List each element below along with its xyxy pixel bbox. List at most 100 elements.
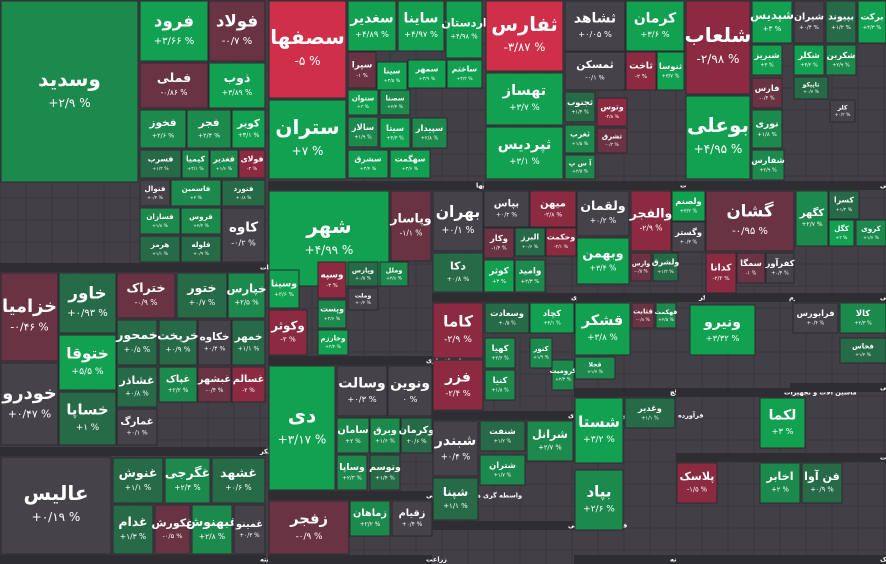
tile-name: کروی xyxy=(861,224,882,233)
tile xyxy=(855,219,886,247)
tile-name: وغدیر xyxy=(637,403,662,414)
tile-change: +۱/۲ % xyxy=(152,166,169,172)
tile-change: -۲/۸ % xyxy=(544,212,563,219)
tile-change: +۲/۲ % xyxy=(360,522,381,528)
tile xyxy=(828,219,855,247)
sector-label-bar xyxy=(676,555,886,564)
tile xyxy=(596,127,628,154)
tile-change: +۰/۵ % xyxy=(124,345,150,354)
tile-change: +۳/۷ % xyxy=(662,74,680,80)
tile-name: سمهر xyxy=(415,65,439,74)
tile xyxy=(564,0,626,52)
tile-change: +۰/۲ % xyxy=(496,212,517,219)
tile-name: وتوس xyxy=(600,103,624,112)
tile-name: شنفت xyxy=(489,426,515,436)
tile xyxy=(795,190,829,247)
tile-name: ثجنوب xyxy=(567,97,593,108)
tile xyxy=(139,109,187,149)
tile xyxy=(154,504,191,555)
tile xyxy=(545,227,577,257)
tile-change: +۲/۶ % xyxy=(324,316,341,322)
tile-name: سصفها xyxy=(270,25,344,49)
tile-change: +۳/۹ % xyxy=(419,76,436,82)
tile-change: +۲/۳ % xyxy=(854,321,872,327)
tile-change: +۳/۱ % xyxy=(543,321,561,327)
tile xyxy=(564,51,626,91)
sector: مخابرات لکما +۳ % xyxy=(676,397,886,462)
tile-change: +۴/۹۸ % xyxy=(450,32,478,40)
tile-name: خمحور xyxy=(115,327,157,342)
tile xyxy=(347,261,379,287)
tile-change: -۲/۴ % xyxy=(445,388,470,398)
sector: خودرو و قطعاتوسدید+۲/۹ %فرود+۳/۶۶ %فولاد… xyxy=(0,0,312,272)
tile xyxy=(347,287,379,311)
tile-change: +۰/۹ % xyxy=(810,486,833,494)
tile-change: +۲/۴ % xyxy=(174,483,200,492)
sector: سرمایه گذاریهاسصفها-۵ %ستران+۷ %سغدیر+۴/… xyxy=(268,0,524,190)
tile-change: +۳/۶ % xyxy=(640,29,669,39)
tile xyxy=(751,149,785,181)
tile-name: ثنوسا xyxy=(659,61,682,72)
tile-name: سپیدار xyxy=(415,123,443,134)
tile-change: +۰/۸ % xyxy=(447,275,470,283)
tile xyxy=(631,302,655,329)
tile xyxy=(317,299,347,329)
tile-name: سمگا xyxy=(740,258,762,268)
tile-change: +۴/۳ % xyxy=(863,25,881,31)
tile-name: ونیرو xyxy=(703,314,741,330)
tile xyxy=(238,149,266,179)
tile xyxy=(705,252,737,294)
tile-name: بهران xyxy=(436,203,481,221)
tile xyxy=(0,272,59,362)
tile xyxy=(191,504,233,555)
tile-change: +۰/۸ % xyxy=(236,195,253,201)
sector: محصولات شیمیایی شلعاب -۲/۹۸ % بوعلی +۴/۹۵ % ش… xyxy=(685,0,886,190)
tile-name: ثغرب xyxy=(570,130,590,139)
sector-label-bar xyxy=(432,293,577,302)
tile-change: -۰/۴ % xyxy=(759,96,774,102)
tile-change: -۱/۴ % xyxy=(491,246,506,252)
tile xyxy=(485,126,564,180)
tile-change: -۰/۵ % xyxy=(163,532,183,540)
tile-change: -۲/۳ % xyxy=(712,276,730,282)
tile-name: بپاس xyxy=(494,199,519,210)
tile xyxy=(793,44,825,76)
tile-name: وتوسم xyxy=(369,462,401,473)
tile-change: -۵ % xyxy=(295,54,321,68)
tile-change: +۱/۲ % xyxy=(855,352,872,358)
tile-name: ستوان xyxy=(352,95,374,103)
tile-name: شستا xyxy=(578,413,620,431)
tile-name: فن آوا xyxy=(804,469,840,483)
tile-name: برکت xyxy=(860,13,883,23)
sector-label-bar xyxy=(484,181,686,190)
tile xyxy=(529,302,575,334)
tile-change: -۰/۱ % xyxy=(585,74,604,81)
tile-change: +۲/۹ % xyxy=(48,96,90,110)
tile-change: +۱/۲ % xyxy=(836,207,853,213)
tile-name: خاور xyxy=(67,283,106,303)
tile-change: +۳/۱۷ % xyxy=(278,433,327,447)
sector-label-bar xyxy=(268,491,432,500)
tile-name: ولشرق xyxy=(652,258,680,267)
sector-label-bar xyxy=(574,555,676,564)
tile-change: +۰/۱ % xyxy=(442,225,475,236)
tile xyxy=(676,462,718,504)
tile-change: +۱/۸ % xyxy=(152,223,169,229)
sector: لاستیک و پلاستیک پلاسک -۱/۵ % اخابر +۲ % فن آ… xyxy=(676,462,886,564)
tile xyxy=(208,0,266,62)
tile xyxy=(432,477,479,521)
tile xyxy=(164,457,211,504)
tile-change: +۳/۲ % xyxy=(456,76,473,82)
sector-label-bar xyxy=(0,555,266,564)
tile-name: فزر xyxy=(444,369,471,385)
tile-change: +۳ % xyxy=(357,104,370,110)
sector-label-bar xyxy=(0,447,266,456)
tile-name: فولای xyxy=(241,155,264,164)
tile xyxy=(596,97,628,127)
sector-label-bar xyxy=(676,388,790,397)
tile-name: عالیس xyxy=(23,481,88,505)
tile xyxy=(317,261,347,299)
sector-label-bar xyxy=(268,555,432,564)
tile-name: دکا xyxy=(450,260,466,273)
